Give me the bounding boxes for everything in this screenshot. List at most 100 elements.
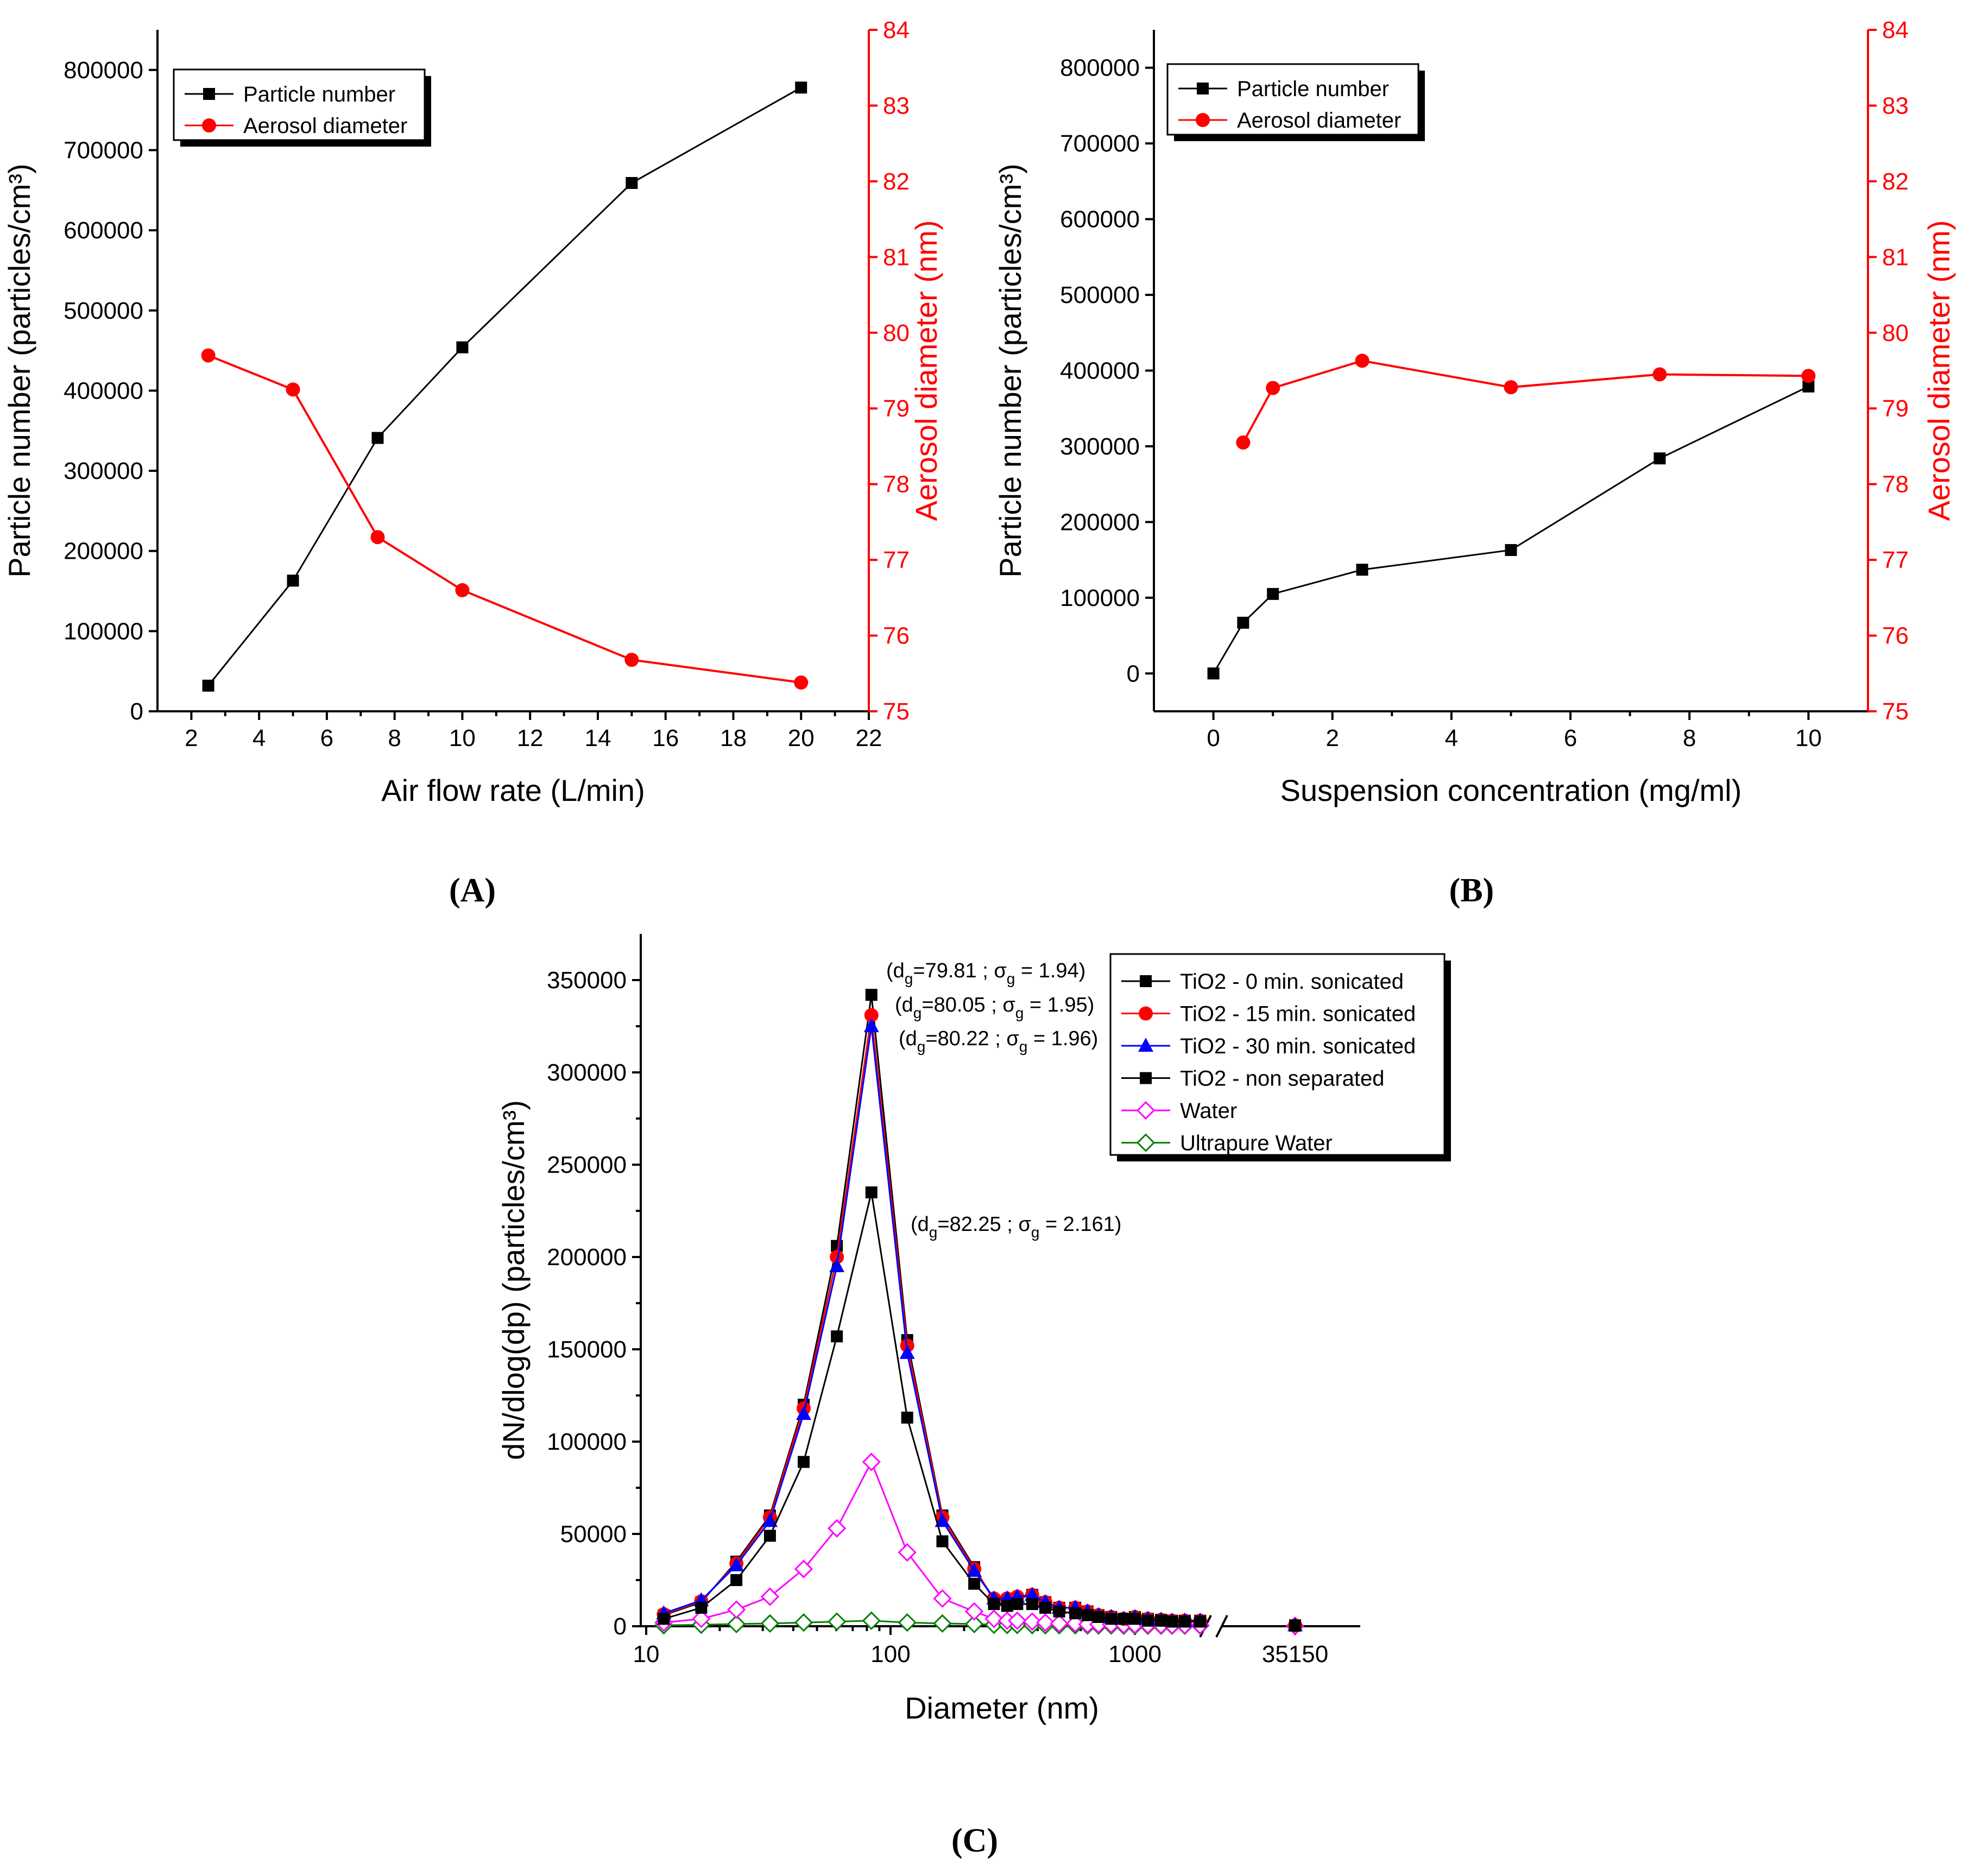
x-tick-label: 6 [320, 725, 333, 751]
data-point-series-2 [1024, 1587, 1040, 1601]
y2-tick-label: 80 [883, 320, 910, 346]
x-tick-label: 14 [584, 725, 611, 751]
y2-tick-label: 83 [1882, 92, 1909, 119]
annotation-subscript: g [905, 970, 913, 987]
data-point-series-2 [967, 1563, 982, 1577]
data-point-series-3 [695, 1602, 708, 1614]
data-point-series-4 [1066, 1614, 1085, 1633]
legend-label: Ultrapure Water [1180, 1132, 1333, 1155]
data-point-diameter [1236, 435, 1251, 450]
y-tick-label: 300000 [547, 1059, 627, 1086]
data-point-series-4 [727, 1600, 746, 1619]
data-point-series-5 [794, 1613, 813, 1632]
data-point-series-3 [763, 1530, 776, 1542]
x-tick-label: 16 [652, 725, 679, 751]
y2-tick-label: 83 [883, 92, 910, 119]
x-tick-label: 1000 [1108, 1641, 1162, 1667]
data-point-series-5 [760, 1614, 780, 1633]
y-tick-label: 500000 [1060, 282, 1140, 308]
data-point-series-3 [658, 1613, 670, 1625]
y2-tick-label: 78 [1882, 471, 1909, 498]
data-point-number [202, 679, 214, 692]
annotation-text: (d [899, 1027, 917, 1050]
data-point-series-3 [1118, 1613, 1130, 1625]
data-point-series-3 [968, 1577, 981, 1590]
annotation-text: = 1.94) [1015, 959, 1085, 982]
y-tick-label: 200000 [64, 538, 143, 565]
data-point-series-3 [797, 1456, 810, 1468]
data-point-series-2 [935, 1513, 950, 1527]
legend-marker [1196, 113, 1210, 127]
axis-break-mark [1215, 1615, 1228, 1638]
y2-tick-label: 78 [883, 471, 910, 498]
annotation-text: =80.05 ; σ [921, 994, 1015, 1016]
legend-label: Particle number [1237, 77, 1389, 101]
y-tick-label: 150000 [547, 1336, 627, 1363]
y-tick-label: 500000 [64, 298, 143, 324]
x-tick-label: 6 [1564, 725, 1577, 751]
peak-annotation: (dg=80.05 ; σg = 1.95) [895, 994, 1094, 1021]
x-tick-label: 4 [253, 725, 266, 751]
data-point-series-3 [1141, 1614, 1154, 1627]
y-tick-label: 700000 [1060, 130, 1140, 157]
series-line-0 [207, 86, 801, 686]
y-tick-label: 250000 [547, 1152, 627, 1178]
data-point-series-4 [760, 1587, 780, 1606]
x-tick-label: 22 [856, 725, 882, 751]
data-point-series-3 [730, 1574, 743, 1586]
y2-tick-label: 79 [1882, 395, 1909, 422]
y2-tick-label: 76 [1882, 623, 1909, 649]
y2-tick-label: 75 [883, 698, 910, 725]
data-point-series-5 [828, 1612, 847, 1631]
data-point-diameter [1504, 380, 1518, 395]
data-point-diameter [1652, 367, 1667, 382]
legend-box [1166, 63, 1419, 136]
y2-tick-label: 79 [883, 395, 910, 422]
data-point-series-4 [862, 1452, 881, 1471]
data-point-number [1356, 564, 1368, 576]
data-point-series-4 [898, 1543, 917, 1562]
y-tick-label: 600000 [64, 217, 143, 244]
annotation-subscript: g [1019, 1038, 1028, 1055]
data-point-series-3 [1129, 1613, 1141, 1625]
x-axis-title: Air flow rate (L/min) [381, 773, 645, 807]
annotation-subscript: g [929, 1224, 938, 1241]
data-point-series-4 [964, 1602, 984, 1621]
data-point-series-4 [1008, 1611, 1027, 1630]
y2-tick-label: 81 [1882, 244, 1909, 270]
data-point-diameter [1801, 369, 1816, 383]
data-point-series-3 [901, 1411, 913, 1424]
data-point-series-5 [933, 1614, 952, 1633]
y-tick-label: 400000 [64, 377, 143, 404]
panel-label: (B) [1449, 872, 1494, 909]
x-tick-label: 8 [388, 725, 401, 751]
y-tick-label: 0 [614, 1613, 627, 1640]
legend-marker [1140, 975, 1152, 987]
y-tick-label: 300000 [64, 458, 143, 484]
y2-tick-label: 80 [1882, 320, 1909, 346]
legend-label: TiO2 - 30 min. sonicated [1180, 1034, 1416, 1058]
data-point-series-1 [864, 1008, 879, 1022]
data-point-series-5 [964, 1614, 984, 1634]
legend-label: Particle number [243, 83, 395, 106]
data-point-diameter [286, 382, 300, 397]
data-point-series-4 [1050, 1614, 1069, 1633]
data-point-series-3 [1001, 1600, 1013, 1612]
annotation-text: = 1.96) [1027, 1027, 1098, 1050]
peak-annotation: (dg=79.81 ; σg = 1.94) [886, 959, 1085, 987]
legend-marker [1140, 1072, 1152, 1084]
data-point-series-3 [1166, 1615, 1178, 1628]
data-point-series-4 [1022, 1612, 1042, 1631]
data-point-series-0 [865, 989, 878, 1001]
data-point-number [287, 574, 299, 587]
data-point-series-4 [794, 1559, 813, 1578]
data-point-series-3 [1155, 1614, 1167, 1627]
data-point-series-1 [830, 1250, 844, 1264]
series-line-1 [207, 354, 801, 684]
y-tick-label: 0 [130, 698, 143, 725]
legend-label: Aerosol diameter [243, 114, 407, 138]
y2-tick-label: 81 [883, 244, 910, 270]
y-tick-label: 400000 [1060, 358, 1140, 384]
y-tick-label: 300000 [1060, 433, 1140, 460]
